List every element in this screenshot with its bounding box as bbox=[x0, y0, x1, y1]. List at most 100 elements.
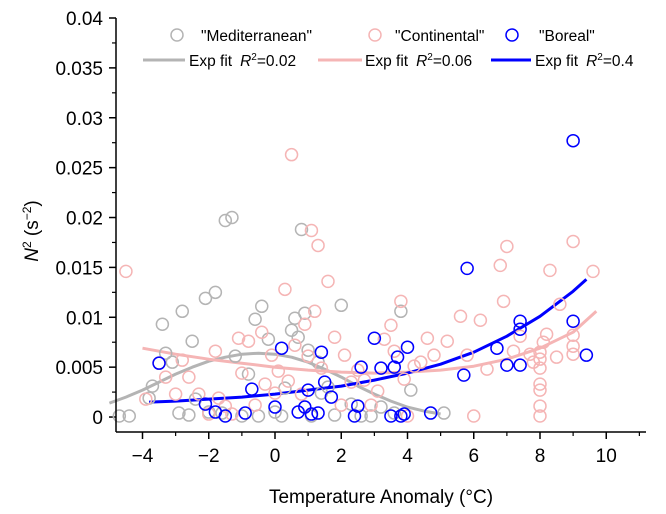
data-points bbox=[112, 133, 600, 423]
x-tick-label: 4 bbox=[402, 446, 413, 467]
data-point-series-2 bbox=[317, 375, 332, 389]
data-point-series-0 bbox=[437, 406, 451, 420]
data-point-series-2 bbox=[304, 407, 319, 421]
data-point-series-1 bbox=[281, 374, 295, 388]
data-point-series-1 bbox=[566, 234, 580, 249]
tick-marks bbox=[109, 17, 640, 439]
data-point-series-1 bbox=[264, 348, 279, 362]
fit-curve-series-1 bbox=[142, 310, 598, 375]
tick-labels: −4 −2 0 2 4 6 8 10 0 0.005 0.01 0.015 0.02 0.025 0.03 0… bbox=[55, 9, 616, 467]
data-point-series-1 bbox=[288, 338, 302, 352]
data-point-series-2 bbox=[566, 314, 580, 329]
data-point-series-2 bbox=[238, 406, 252, 420]
data-point-series-1 bbox=[397, 372, 411, 386]
data-point-series-2 bbox=[198, 397, 213, 411]
data-point-series-1 bbox=[278, 282, 292, 297]
data-point-series-0 bbox=[274, 409, 289, 423]
data-point-series-2 bbox=[394, 409, 408, 423]
data-point-series-1 bbox=[513, 329, 527, 343]
x-tick-label: −2 bbox=[198, 446, 220, 467]
legend-fit-r2-boreal: =0.4 bbox=[603, 53, 634, 70]
x-tick-label: 8 bbox=[535, 446, 546, 467]
data-point-series-0 bbox=[248, 312, 262, 327]
data-point-series-0 bbox=[235, 409, 249, 423]
data-point-series-0 bbox=[241, 367, 256, 381]
data-point-series-1 bbox=[506, 344, 521, 358]
data-point-series-2 bbox=[423, 406, 438, 420]
legend-fit-r2-continental: =0.06 bbox=[433, 53, 472, 70]
x-tick-label: 0 bbox=[270, 446, 281, 467]
legend-fit-r2-mediterranean: =0.02 bbox=[257, 53, 296, 70]
data-point-series-2 bbox=[397, 407, 411, 421]
data-point-series-1 bbox=[284, 147, 299, 162]
data-point-series-2 bbox=[347, 409, 362, 423]
data-point-series-2 bbox=[374, 361, 388, 375]
legend-marker-continental bbox=[368, 28, 382, 42]
data-point-series-1 bbox=[182, 370, 196, 384]
data-point-series-0 bbox=[215, 406, 229, 420]
data-point-series-0 bbox=[344, 397, 358, 411]
data-point-series-1 bbox=[566, 339, 580, 353]
x-tick-label: 10 bbox=[596, 446, 617, 467]
data-point-series-1 bbox=[536, 335, 551, 349]
x-tick-label: 2 bbox=[336, 446, 347, 467]
data-point-series-2 bbox=[390, 350, 405, 364]
data-point-series-0 bbox=[155, 317, 170, 332]
data-point-series-2 bbox=[354, 360, 368, 374]
y-tick-label: 0.01 bbox=[66, 308, 103, 329]
data-point-series-2 bbox=[513, 358, 527, 372]
data-point-series-1 bbox=[211, 391, 226, 405]
data-point-series-1 bbox=[139, 392, 153, 406]
data-point-series-1 bbox=[202, 407, 216, 421]
legend-fit-r-sup-boreal: 2 bbox=[597, 52, 603, 63]
data-point-series-1 bbox=[357, 373, 372, 387]
data-point-series-0 bbox=[251, 409, 266, 423]
data-point-series-2 bbox=[384, 409, 398, 423]
data-point-series-1 bbox=[533, 377, 547, 391]
data-point-series-1 bbox=[533, 361, 547, 375]
data-point-series-2 bbox=[387, 360, 401, 374]
legend-fit-label-boreal: Exp fit R2=0.4 bbox=[535, 52, 634, 70]
data-point-series-0 bbox=[185, 334, 199, 348]
data-point-series-0 bbox=[145, 379, 160, 393]
legend-fit-name-continental: Exp fit bbox=[365, 53, 409, 70]
data-point-series-1 bbox=[400, 409, 415, 423]
data-point-series-0 bbox=[112, 409, 127, 423]
data-point-series-2 bbox=[566, 133, 580, 148]
data-point-series-0 bbox=[122, 409, 136, 423]
data-point-series-1 bbox=[566, 347, 580, 361]
legend-marker-mediterranean bbox=[170, 28, 184, 42]
y-axis-title-unit: (s bbox=[22, 220, 43, 241]
data-point-series-1 bbox=[298, 317, 312, 332]
data-point-series-2 bbox=[579, 348, 594, 362]
data-point-series-1 bbox=[308, 304, 322, 319]
data-point-series-2 bbox=[490, 341, 504, 355]
data-point-series-0 bbox=[228, 349, 242, 363]
legend-marker-boreal bbox=[505, 28, 519, 42]
data-point-series-2 bbox=[245, 382, 259, 396]
data-point-series-1 bbox=[218, 399, 233, 413]
legend-label-boreal: "Boreal" bbox=[539, 28, 595, 45]
data-point-series-1 bbox=[241, 334, 256, 348]
data-point-series-2 bbox=[311, 406, 325, 420]
data-point-series-1 bbox=[268, 386, 282, 400]
data-point-series-1 bbox=[301, 349, 315, 363]
data-point-series-0 bbox=[165, 355, 180, 369]
data-point-series-1 bbox=[549, 350, 564, 364]
data-point-series-0 bbox=[225, 210, 239, 225]
y-axis-title-close: ) bbox=[22, 200, 43, 206]
data-point-series-1 bbox=[414, 355, 428, 369]
y-tick-label: 0.015 bbox=[55, 258, 103, 279]
data-point-series-1 bbox=[427, 348, 441, 362]
data-point-series-0 bbox=[284, 323, 299, 337]
data-point-series-1 bbox=[566, 328, 580, 342]
data-point-series-1 bbox=[271, 364, 286, 378]
data-point-series-1 bbox=[480, 362, 494, 376]
data-point-series-1 bbox=[533, 399, 547, 413]
data-point-series-0 bbox=[268, 405, 282, 419]
data-point-series-1 bbox=[344, 375, 358, 389]
y-tick-label: 0.02 bbox=[66, 209, 103, 230]
data-point-series-0 bbox=[208, 285, 223, 300]
legend-fit-r-continental: R bbox=[416, 53, 427, 70]
legend-fit-r-boreal: R bbox=[586, 53, 597, 70]
